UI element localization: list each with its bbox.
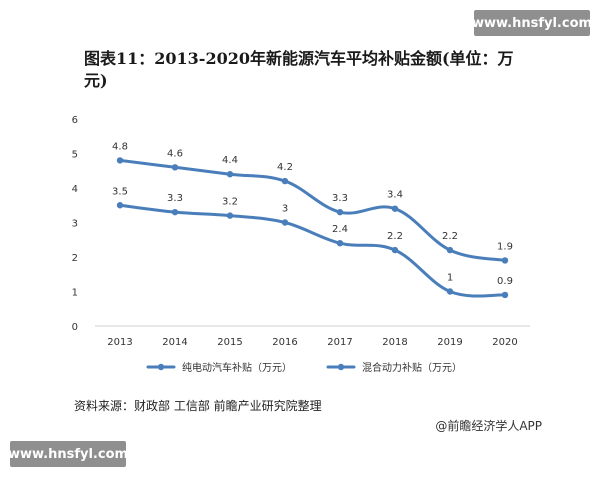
data-label: 3.3 [167, 193, 183, 204]
brand-credit: @前瞻经济学人APP [435, 419, 542, 433]
data-point [281, 177, 289, 185]
data-point [446, 246, 454, 254]
data-label: 4.4 [222, 155, 238, 166]
y-tick-label: 2 [72, 253, 78, 264]
watermark-bottom: www.hnsfyl.com [8, 441, 128, 467]
data-label: 4.8 [112, 141, 128, 152]
data-point [171, 164, 179, 171]
data-point [391, 246, 399, 254]
x-tick-label: 2014 [162, 337, 187, 348]
data-label: 4.6 [167, 148, 183, 159]
legend-swatch-marker [337, 363, 345, 371]
data-point [281, 219, 289, 226]
data-label: 0.9 [497, 276, 513, 287]
series-line-1 [118, 158, 507, 262]
source-note: 资料来源：财政部 工信部 前瞻产业研究院整理 [74, 399, 322, 413]
watermark-top: www.hnsfyl.com [472, 10, 592, 36]
data-label: 3.2 [222, 197, 238, 208]
data-point [336, 240, 344, 247]
y-tick-label: 3 [72, 219, 78, 230]
data-point [391, 205, 399, 212]
data-point [226, 171, 234, 178]
x-tick-label: 2013 [107, 337, 132, 348]
data-point [501, 257, 509, 264]
series-line-2 [118, 203, 507, 298]
legend-label: 纯电动汽车补贴（万元） [182, 361, 292, 374]
legend-swatch-marker [157, 363, 165, 371]
data-point [336, 208, 344, 216]
data-point [501, 291, 509, 299]
data-point [226, 212, 234, 219]
y-tick-label: 6 [72, 115, 78, 126]
y-tick-label: 4 [72, 184, 78, 195]
data-point [116, 202, 124, 209]
x-tick-label: 2016 [272, 337, 297, 348]
data-label: 2.2 [442, 231, 458, 242]
data-label: 1 [447, 273, 453, 284]
data-label: 3.5 [112, 186, 128, 197]
legend-label: 混合动力补贴（万元） [362, 361, 462, 374]
y-tick-label: 1 [72, 288, 78, 299]
y-tick-label: 5 [72, 150, 78, 161]
data-point [171, 208, 179, 216]
x-tick-label: 2020 [492, 337, 517, 348]
data-label: 3.4 [387, 190, 403, 201]
data-point [116, 157, 124, 164]
data-label: 3 [282, 204, 288, 215]
y-tick-label: 0 [72, 322, 78, 333]
x-tick-label: 2017 [327, 337, 352, 348]
chart-title: 图表11：2013-2020年新能源汽车平均补贴金额(单位：万元) [84, 49, 514, 90]
data-label: 2.2 [387, 231, 403, 242]
x-tick-label: 2019 [437, 337, 462, 348]
data-label: 1.9 [497, 241, 513, 252]
data-label: 2.4 [332, 224, 348, 235]
data-label: 3.3 [332, 193, 348, 204]
x-tick-label: 2018 [382, 337, 407, 348]
data-label: 4.2 [277, 162, 293, 173]
data-point [446, 288, 454, 295]
x-tick-label: 2015 [217, 337, 242, 348]
